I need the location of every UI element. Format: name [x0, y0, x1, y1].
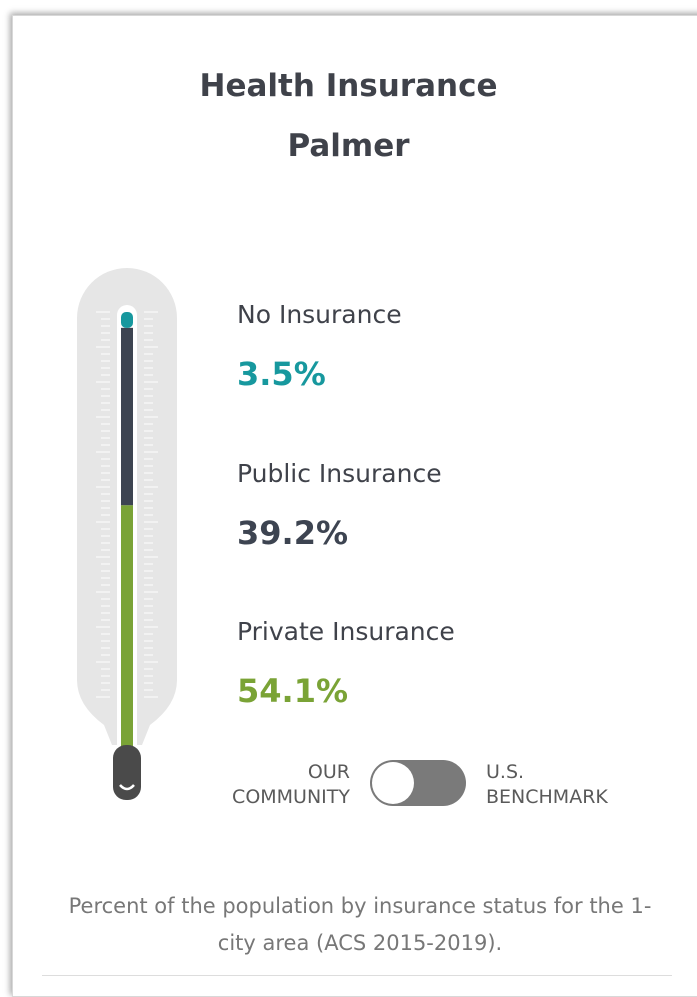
caption: Percent of the population by insurance s…: [68, 894, 652, 955]
category-label: Public Insurance: [237, 458, 442, 488]
value-label: 39.2%: [237, 513, 349, 552]
category-label: No Insurance: [237, 300, 402, 329]
bulb-highlight: [119, 784, 135, 791]
toggle-left-label[interactable]: OUR COMMUNITY: [232, 761, 350, 808]
bar-segment: [121, 312, 133, 328]
subtitle: Palmer: [287, 128, 410, 164]
value-label: 54.1%: [237, 672, 349, 710]
bulb: [113, 745, 141, 800]
divider: [42, 975, 672, 976]
value-label: 3.5%: [237, 355, 326, 393]
bar-segment: [121, 505, 133, 750]
title: Health Insurance: [199, 68, 498, 104]
bar-segment: [121, 327, 133, 506]
scale-ticks: [96, 311, 158, 698]
category-label: Private Insurance: [237, 617, 455, 646]
toggle-right-label[interactable]: U.S. BENCHMARK: [486, 761, 608, 808]
toggle-knob[interactable]: [372, 762, 414, 804]
